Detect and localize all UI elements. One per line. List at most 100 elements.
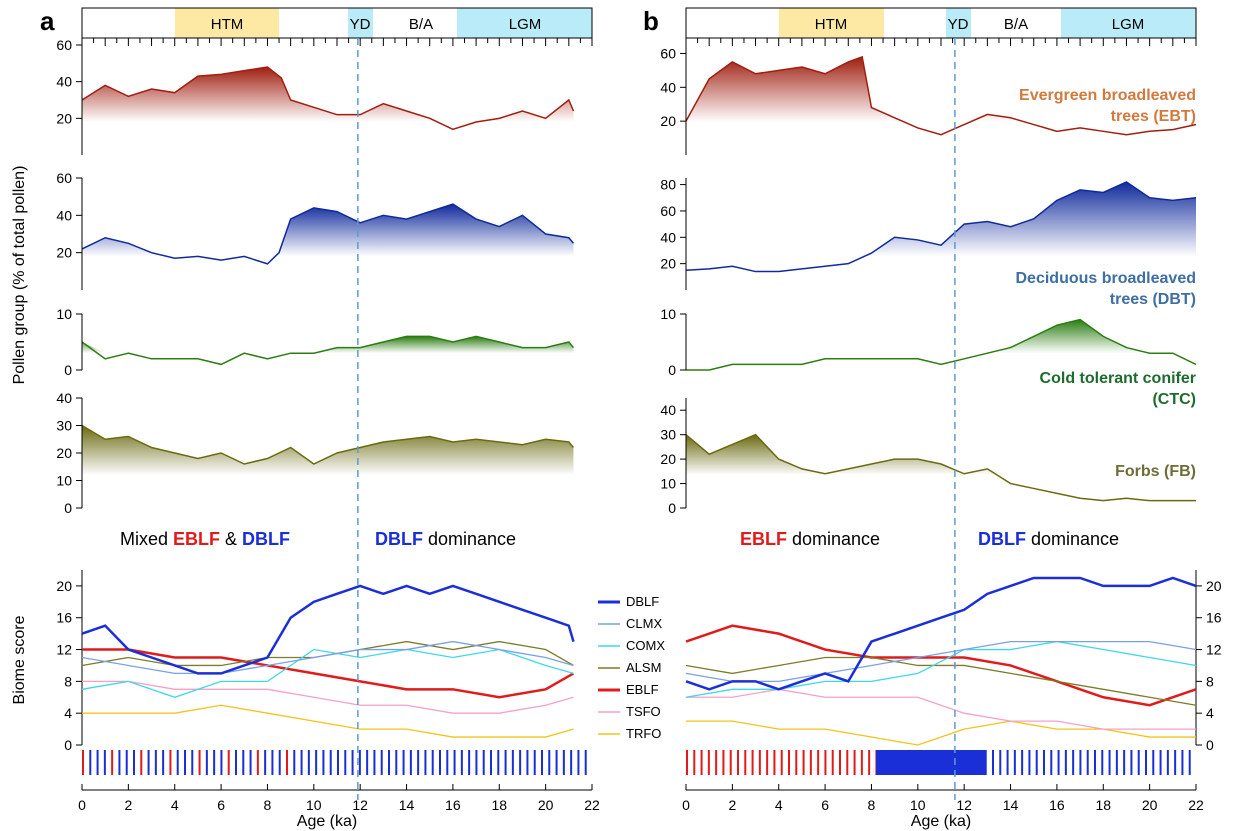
y-tick-label: 10 xyxy=(56,306,72,322)
y-tick-label: 40 xyxy=(660,79,676,95)
dominance-strip-bar xyxy=(541,750,543,775)
dominance-strip-bar xyxy=(1181,750,1184,775)
y-tick-label: 40 xyxy=(660,229,676,245)
dominance-strip-bar xyxy=(766,750,769,775)
y-tick-label: 20 xyxy=(56,110,72,126)
dominance-strip-bar xyxy=(235,750,237,775)
dominance-strip-bar xyxy=(439,750,441,775)
biome-y-axis-label: Biome score xyxy=(11,615,28,704)
dominance-strip-bar xyxy=(453,750,456,775)
biome-y-tick-label: 12 xyxy=(56,642,72,658)
dominance-strip-bar xyxy=(809,750,812,775)
biome-line-comx xyxy=(81,648,574,698)
dominance-strip-bar xyxy=(307,750,310,775)
y-tick-label: 20 xyxy=(56,445,72,461)
period-label-lgm: LGM xyxy=(1112,16,1145,33)
x-tick-label: 16 xyxy=(1049,797,1065,813)
dominance-strip-bar xyxy=(300,750,303,775)
dominance-strip-bar xyxy=(227,750,230,775)
period-bar-a: HTM YD B/A LGM xyxy=(81,7,593,39)
dominance-strip-bar xyxy=(831,750,834,775)
pollen-area-b-0 xyxy=(686,56,1196,122)
dominance-strip-bar xyxy=(264,750,267,775)
group-label-ebt-line2: trees (EBT) xyxy=(1111,108,1196,125)
group-label-ebt-line1: Evergreen broadleaved xyxy=(1019,87,1196,104)
period-yd xyxy=(946,8,971,38)
legend-label-alsm: ALSM xyxy=(626,660,661,675)
dominance-strip-bar xyxy=(424,750,427,775)
dominance-strip-bar xyxy=(788,750,790,775)
dominance-strip-bar xyxy=(715,750,718,775)
dominance-strip-bar xyxy=(584,750,587,775)
group-label-ctc-line1: Cold tolerant conifer xyxy=(1040,370,1196,387)
pollen-area-b-1 xyxy=(686,181,1196,257)
biome-line-tsfo xyxy=(686,688,1196,730)
dominance-strip-bar xyxy=(860,750,863,775)
x-axis-label-b: Age (ka) xyxy=(911,813,971,830)
dominance-strip-bar xyxy=(344,750,347,775)
y-tick-label: 30 xyxy=(56,418,72,434)
dominance-strip-bar xyxy=(1028,750,1031,775)
dominance-strip-bar xyxy=(111,750,114,775)
dominance-strip-bar xyxy=(96,750,99,775)
dominance-strip-bar xyxy=(380,750,383,775)
dominance-strip-bar xyxy=(125,750,128,775)
dominance-strip-bar xyxy=(868,750,871,775)
dominance-strip-bar xyxy=(1145,750,1147,775)
dominance-strip-bar xyxy=(1013,750,1016,775)
y-tick-label: 10 xyxy=(56,473,72,489)
biome-y-tick-label: 16 xyxy=(56,610,72,626)
dominance-strip-bar xyxy=(278,750,281,775)
biome-line-dblf xyxy=(81,584,575,675)
group-label-fb: Forbs (FB) xyxy=(1115,463,1196,480)
dominance-strip-bar xyxy=(205,750,208,775)
dominance-strip-bar xyxy=(271,750,274,775)
dominance-label-b-right: DBLF dominance xyxy=(978,529,1119,549)
biome-y-tick-label: 0 xyxy=(1206,737,1214,753)
dominance-strip-bar xyxy=(395,750,398,775)
period-label-htm: HTM xyxy=(211,16,244,33)
dominance-strip-bar xyxy=(198,750,201,775)
x-tick-label: 20 xyxy=(538,797,554,813)
panel-label-a: a xyxy=(40,6,55,36)
pollen-line-a-1 xyxy=(81,203,575,265)
biome-y-tick-label: 12 xyxy=(1206,642,1222,658)
x-tick-label: 4 xyxy=(775,797,783,813)
y-tick-label: 0 xyxy=(64,500,72,516)
y-tick-label: 30 xyxy=(660,427,676,443)
biome-y-tick-label: 4 xyxy=(1206,705,1214,721)
pollen-area-a-3 xyxy=(82,425,574,475)
biome-y-tick-label: 20 xyxy=(56,578,72,594)
group-label-dbt-line1: Deciduous broadleaved xyxy=(1016,270,1197,287)
dominance-strip-bar xyxy=(1101,750,1104,775)
pollen-area-b-2 xyxy=(686,319,1196,354)
dominance-strip-bar xyxy=(1050,750,1053,775)
period-lgm xyxy=(457,8,592,38)
pollen-line-b-0 xyxy=(685,55,1197,136)
x-tick-label: 0 xyxy=(78,797,86,813)
y-tick-label: 40 xyxy=(660,402,676,418)
x-axis-label-a: Age (ka) xyxy=(297,813,357,830)
y-tick-label: 20 xyxy=(660,113,676,129)
pollen-area-a-1 xyxy=(82,204,574,257)
dominance-strip-bar xyxy=(169,750,172,775)
pollen-area-a-0 xyxy=(82,67,574,122)
dominance-strip-bar xyxy=(992,750,994,775)
legend-label-tsfo: TSFO xyxy=(626,704,661,719)
pollen-line-a-2 xyxy=(81,335,575,366)
y-tick-label: 0 xyxy=(668,500,676,516)
dominance-strip-bar xyxy=(490,750,492,775)
dominance-strip-bar xyxy=(1159,750,1162,775)
dominance-strip-bar xyxy=(853,750,856,775)
dominance-strip-bar xyxy=(482,750,485,775)
biome-line-clmx xyxy=(685,640,1197,683)
pollen-line-b-2 xyxy=(686,318,1197,371)
pollen-area-b-3 xyxy=(686,434,1196,475)
dominance-strip-bar xyxy=(366,750,369,775)
x-tick-label: 8 xyxy=(264,797,272,813)
dominance-strip-bar xyxy=(89,750,92,775)
dominance-strip-bar xyxy=(358,750,361,775)
dominance-strip-bar xyxy=(737,750,739,775)
x-tick-label: 12 xyxy=(352,797,368,813)
x-tick-label: 6 xyxy=(821,797,829,813)
